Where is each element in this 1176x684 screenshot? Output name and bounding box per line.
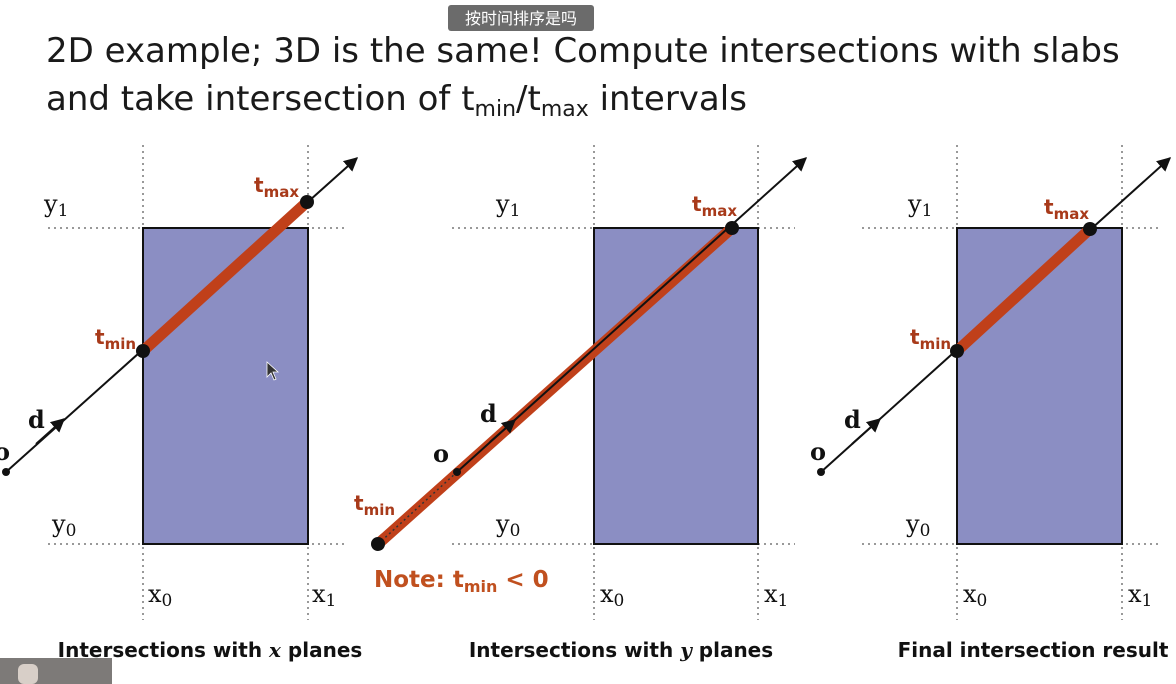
mouse-pointer-icon xyxy=(266,361,280,381)
label-x0: x0 xyxy=(963,580,987,611)
label-d: d xyxy=(480,399,497,428)
label-y0: y0 xyxy=(51,510,76,541)
panel-x-planes: y1 y0 x0 x1 d o tmin tmax Intersections … xyxy=(0,145,362,662)
caption-panel-1: Intersections with x planes xyxy=(58,638,363,662)
label-tmax: tmax xyxy=(692,192,737,220)
label-y1: y1 xyxy=(907,190,932,221)
label-x1: x1 xyxy=(1128,580,1152,611)
origin-point xyxy=(2,468,10,476)
tmin-point xyxy=(371,537,385,551)
tmin-point xyxy=(136,344,150,358)
subtitle-text: 按时间排序是吗 xyxy=(465,9,577,28)
label-y0: y0 xyxy=(905,510,930,541)
hit-segment xyxy=(374,223,736,549)
label-o: o xyxy=(433,439,449,468)
panel-y-planes: y1 y0 x0 x1 d o tmin tmax Note: tmin < 0… xyxy=(354,145,808,662)
tmax-point xyxy=(1083,222,1097,236)
webcam-thumbnail xyxy=(0,658,112,684)
label-tmax: tmax xyxy=(254,173,299,201)
origin-point xyxy=(453,468,461,476)
direction-arrow xyxy=(35,418,66,445)
label-o: o xyxy=(810,437,826,466)
tmax-point xyxy=(725,221,739,235)
label-d: d xyxy=(844,405,861,434)
label-x1: x1 xyxy=(764,580,788,611)
label-y0: y0 xyxy=(495,510,520,541)
label-tmin: tmin xyxy=(354,491,395,519)
label-tmin: tmin xyxy=(95,325,136,353)
label-y1: y1 xyxy=(43,190,68,221)
label-x1: x1 xyxy=(312,580,336,611)
subtitle-overlay: 按时间排序是吗 xyxy=(448,5,594,31)
header-line-2: and take intersection of tmin/tmax inter… xyxy=(46,79,747,122)
hit-segment xyxy=(139,197,311,356)
label-o: o xyxy=(0,437,10,466)
note-tmin-negative: Note: tmin < 0 xyxy=(374,567,549,596)
tmin-point xyxy=(950,344,964,358)
caption-panel-3: Final intersection result xyxy=(898,638,1169,662)
header-line-1: 2D example; 3D is the same! Compute inte… xyxy=(46,31,1120,71)
label-tmin: tmin xyxy=(910,325,951,353)
label-x0: x0 xyxy=(148,580,172,611)
label-x0: x0 xyxy=(600,580,624,611)
caption-panel-2: Intersections with y planes xyxy=(469,638,773,662)
panel-final-result: y1 y0 x0 x1 d o tmin tmax Final intersec… xyxy=(810,145,1172,662)
label-d: d xyxy=(28,405,45,434)
hit-segment xyxy=(953,224,1094,356)
direction-arrow xyxy=(489,419,517,443)
top-strip xyxy=(0,0,1176,8)
tmax-point xyxy=(300,195,314,209)
direction-arrow xyxy=(851,418,882,445)
origin-point xyxy=(817,468,825,476)
label-tmax: tmax xyxy=(1044,195,1089,223)
label-y1: y1 xyxy=(495,190,520,221)
